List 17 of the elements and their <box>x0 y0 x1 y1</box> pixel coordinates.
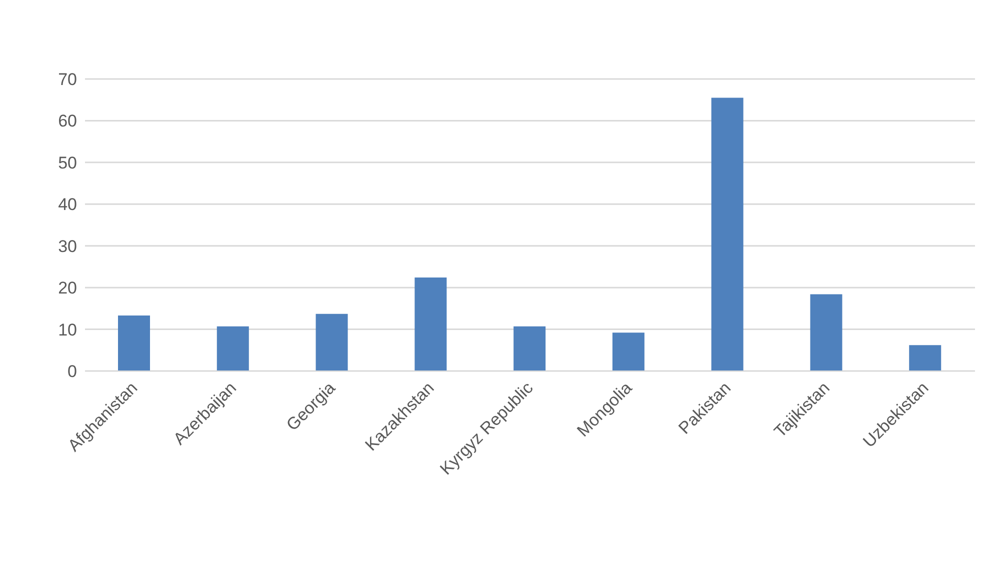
bar <box>216 326 249 371</box>
bar <box>711 98 744 371</box>
y-tick-label: 30 <box>58 236 77 256</box>
bar <box>612 332 644 371</box>
bar <box>810 294 842 371</box>
bar <box>414 278 447 371</box>
bar <box>316 314 348 371</box>
y-tick-label: 60 <box>58 112 77 131</box>
bar <box>118 316 150 371</box>
y-tick-label: 70 <box>58 70 77 90</box>
bar <box>514 326 546 371</box>
y-tick-label: 10 <box>58 320 77 340</box>
y-tick-label: 50 <box>58 153 77 172</box>
y-tick-label: 40 <box>58 195 77 214</box>
bar <box>909 345 942 371</box>
y-tick-label: 0 <box>68 362 77 382</box>
y-tick-label: 20 <box>58 278 77 298</box>
